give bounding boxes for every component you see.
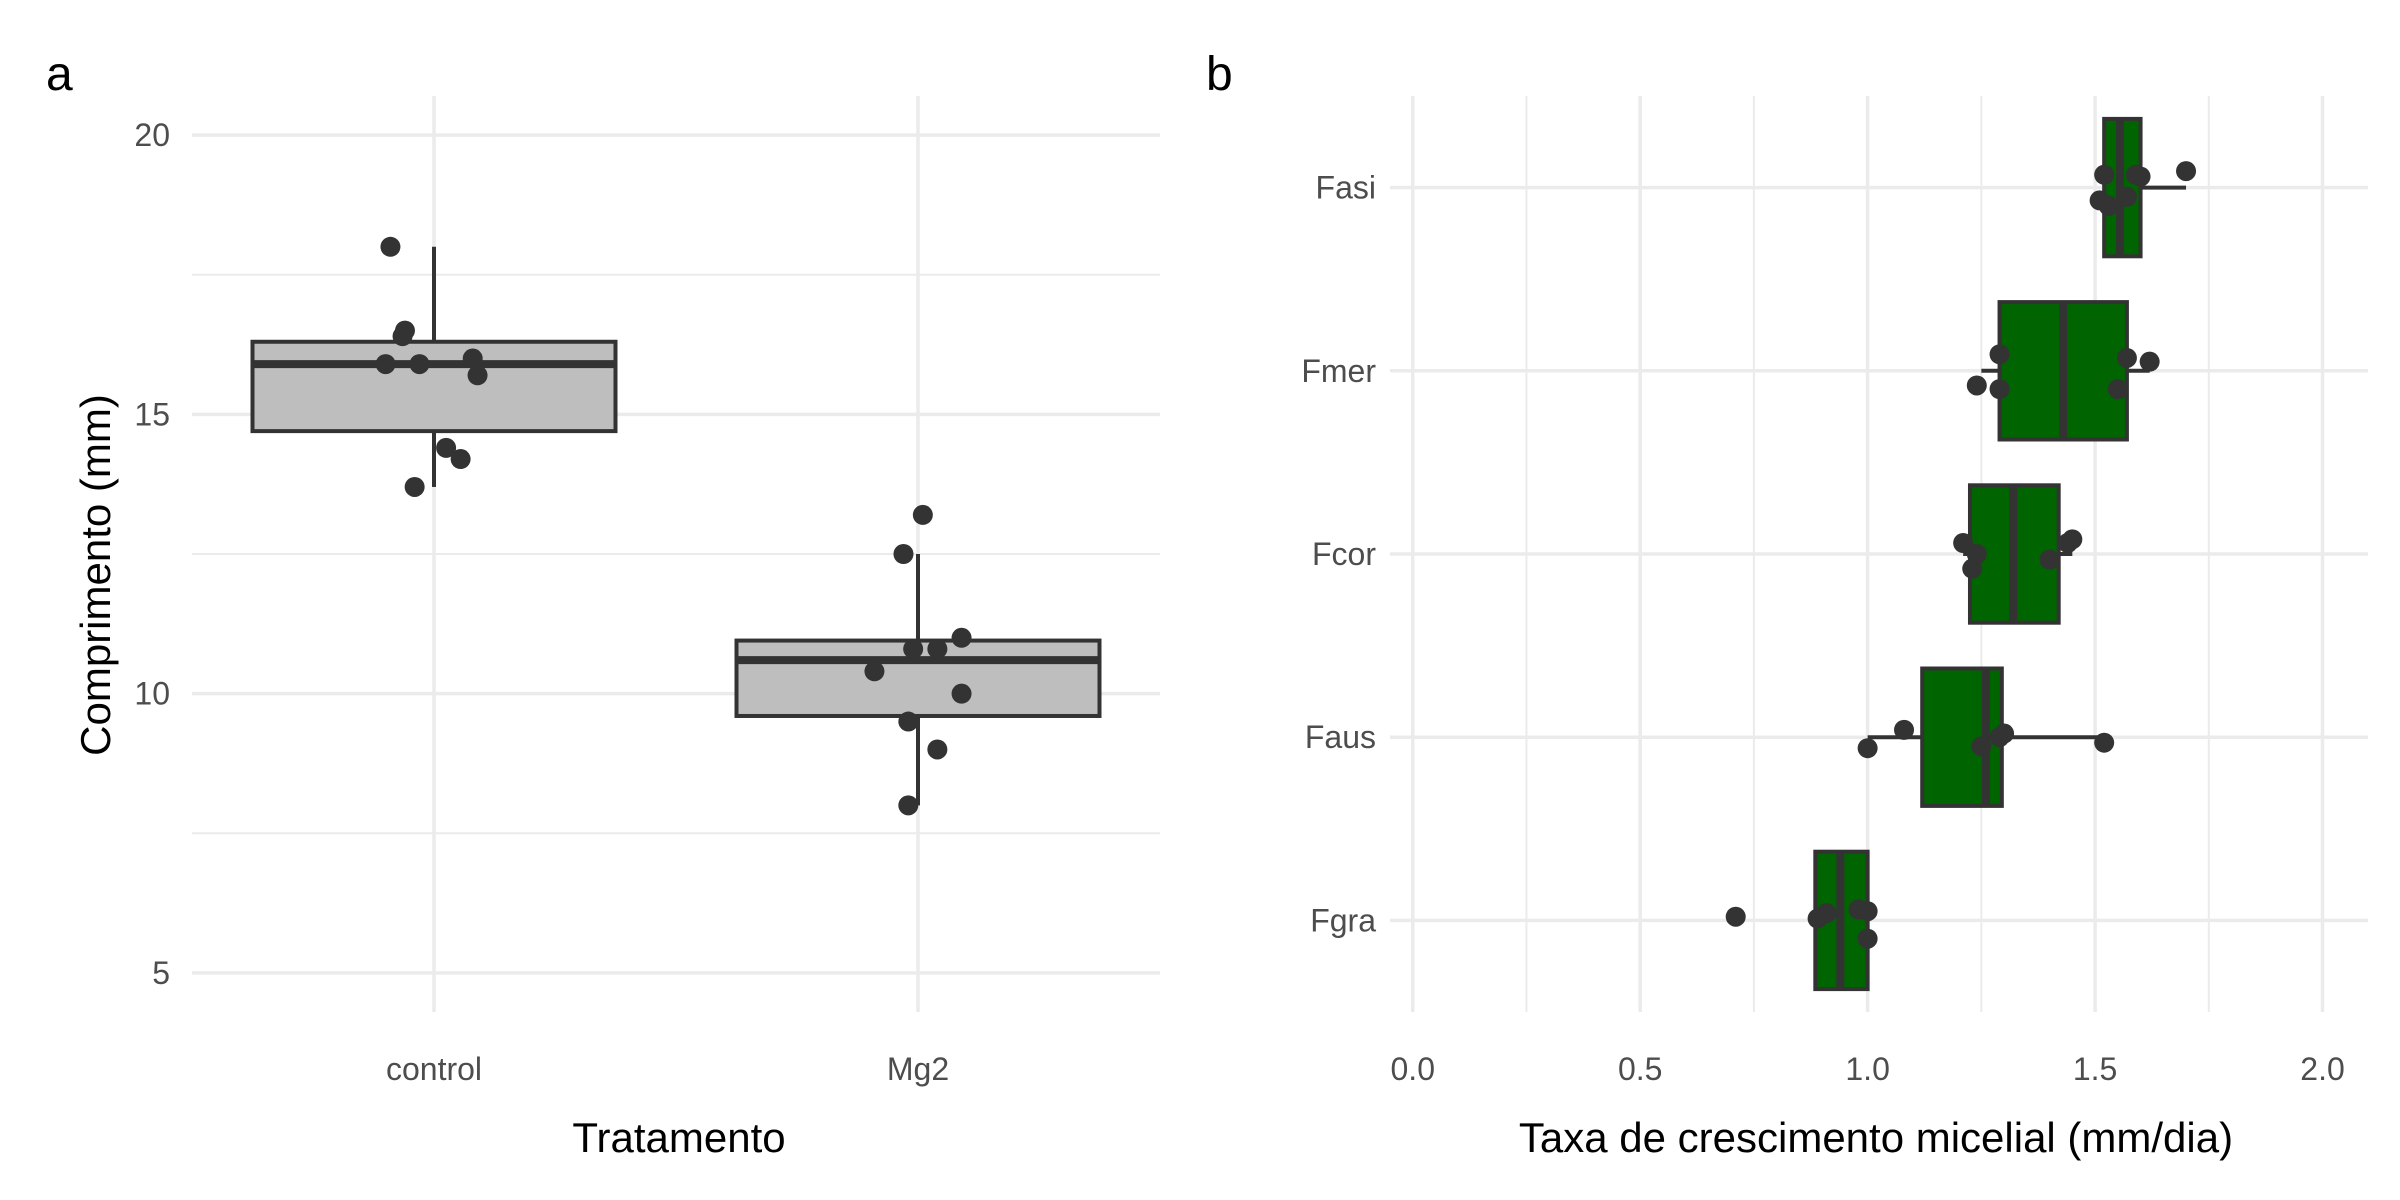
panel-a-data-point (467, 365, 488, 386)
panel-b-data-point (1725, 906, 1746, 927)
panel-b-tag: b (1206, 48, 1233, 101)
panel-a-data-point (951, 627, 972, 648)
panel-a-data-point (927, 739, 948, 760)
panel-a-data-point (450, 449, 471, 470)
panel-a-tag: a (46, 48, 73, 101)
panel-b-data-point (2039, 549, 2060, 570)
panel-a-data-point (436, 437, 457, 458)
panel-b-data-point (2126, 164, 2147, 185)
panel-a-data-point (903, 638, 924, 659)
panel-b-y-tick-label: Fgra (1310, 902, 1376, 938)
panel-b-data-point (1857, 928, 1878, 949)
panel-b-data-point (2062, 529, 2083, 550)
panel-b-grid (1390, 96, 2368, 1012)
panel-b-data-point (1966, 544, 1987, 564)
panel-a-box (734, 638, 1102, 718)
panel-b-data-point (2116, 347, 2137, 368)
panel-a-tick-labels: 5 10 15 20 control Mg2 (134, 117, 949, 1087)
panel-b-x-tick-label: 2.0 (2300, 1051, 2344, 1087)
panel-b-data-point (2098, 195, 2119, 216)
panel-b-x-tick-label: 0.0 (1391, 1051, 1435, 1087)
panel-b-tick-labels: 0.0 0.5 1.0 1.5 2.0 Fasi Fmer Fcor Faus Fgra (1301, 170, 2344, 1087)
panel-a-marks (250, 236, 1102, 816)
panel-a-data-point (380, 236, 401, 257)
panel-a-x-axis-title: Tratamento (572, 1114, 785, 1161)
panel-b-data-point (2094, 732, 2115, 753)
panel-b-data-point (1857, 901, 1878, 922)
panel-a-x-tick-label: Mg2 (887, 1051, 949, 1087)
panel-a-y-tick-label: 5 (152, 955, 170, 991)
panel-b: b 0.0 0.5 1.0 1.5 2.0 Fasi Fmer Fcor Faus Fgra Ta… (1206, 48, 2368, 1161)
panel-a-grid (192, 96, 1160, 1012)
panel-b-x-tick-label: 1.5 (2073, 1051, 2117, 1087)
panel-a-box (250, 339, 618, 434)
panel-a-data-point (951, 683, 972, 704)
panel-b-data-point (1857, 738, 1878, 759)
panel-a: a 5 10 15 20 control Mg2 Tratamento Comprimen… (46, 48, 1160, 1161)
panel-b-data-point (1989, 379, 2010, 400)
panel-b-data-point (2107, 379, 2128, 400)
panel-b-y-tick-label: Fcor (1312, 536, 1376, 572)
panel-b-data-point (1816, 903, 1837, 924)
panel-a-data-point (864, 661, 885, 682)
panel-a-data-point (898, 711, 919, 732)
panel-a-data-point (912, 504, 933, 525)
panel-b-data-point (2176, 161, 2197, 182)
panel-b-x-tick-label: 0.5 (1618, 1051, 1662, 1087)
panel-a-data-point (392, 326, 413, 347)
panel-a-y-axis-title: Comprimento (mm) (72, 394, 119, 756)
panel-b-y-tick-label: Fasi (1316, 170, 1376, 206)
panel-b-data-point (2094, 164, 2115, 185)
panel-a-y-tick-label: 10 (134, 676, 170, 712)
panel-a-x-tick-label: control (386, 1051, 482, 1087)
panel-b-data-point (1966, 375, 1987, 396)
panel-a-data-point (409, 354, 430, 375)
panel-b-y-tick-label: Faus (1305, 719, 1376, 755)
panel-a-data-point (462, 348, 483, 369)
panel-a-data-point (404, 476, 425, 497)
panel-b-y-tick-label: Fmer (1301, 353, 1376, 389)
panel-a-y-tick-label: 20 (134, 117, 170, 153)
panel-b-data-point (1989, 344, 2010, 365)
panel-a-data-point (375, 354, 396, 375)
panel-b-data-point (1994, 723, 2015, 744)
panel-a-data-point (898, 795, 919, 816)
panel-a-data-point (893, 544, 914, 564)
panel-b-data-point (1894, 719, 1915, 740)
panel-b-data-point (2139, 351, 2160, 372)
panel-b-data-point (2116, 186, 2137, 207)
panel-a-data-point (927, 638, 948, 659)
panel-a-y-tick-label: 15 (134, 396, 170, 432)
panel-b-data-point (1971, 736, 1992, 757)
panel-b-data-point (1953, 533, 1974, 554)
panel-b-x-axis-title: Taxa de crescimento micelial (mm/dia) (1519, 1114, 2233, 1161)
panel-b-x-tick-label: 1.0 (1845, 1051, 1889, 1087)
panel-b-marks (1725, 116, 2197, 992)
